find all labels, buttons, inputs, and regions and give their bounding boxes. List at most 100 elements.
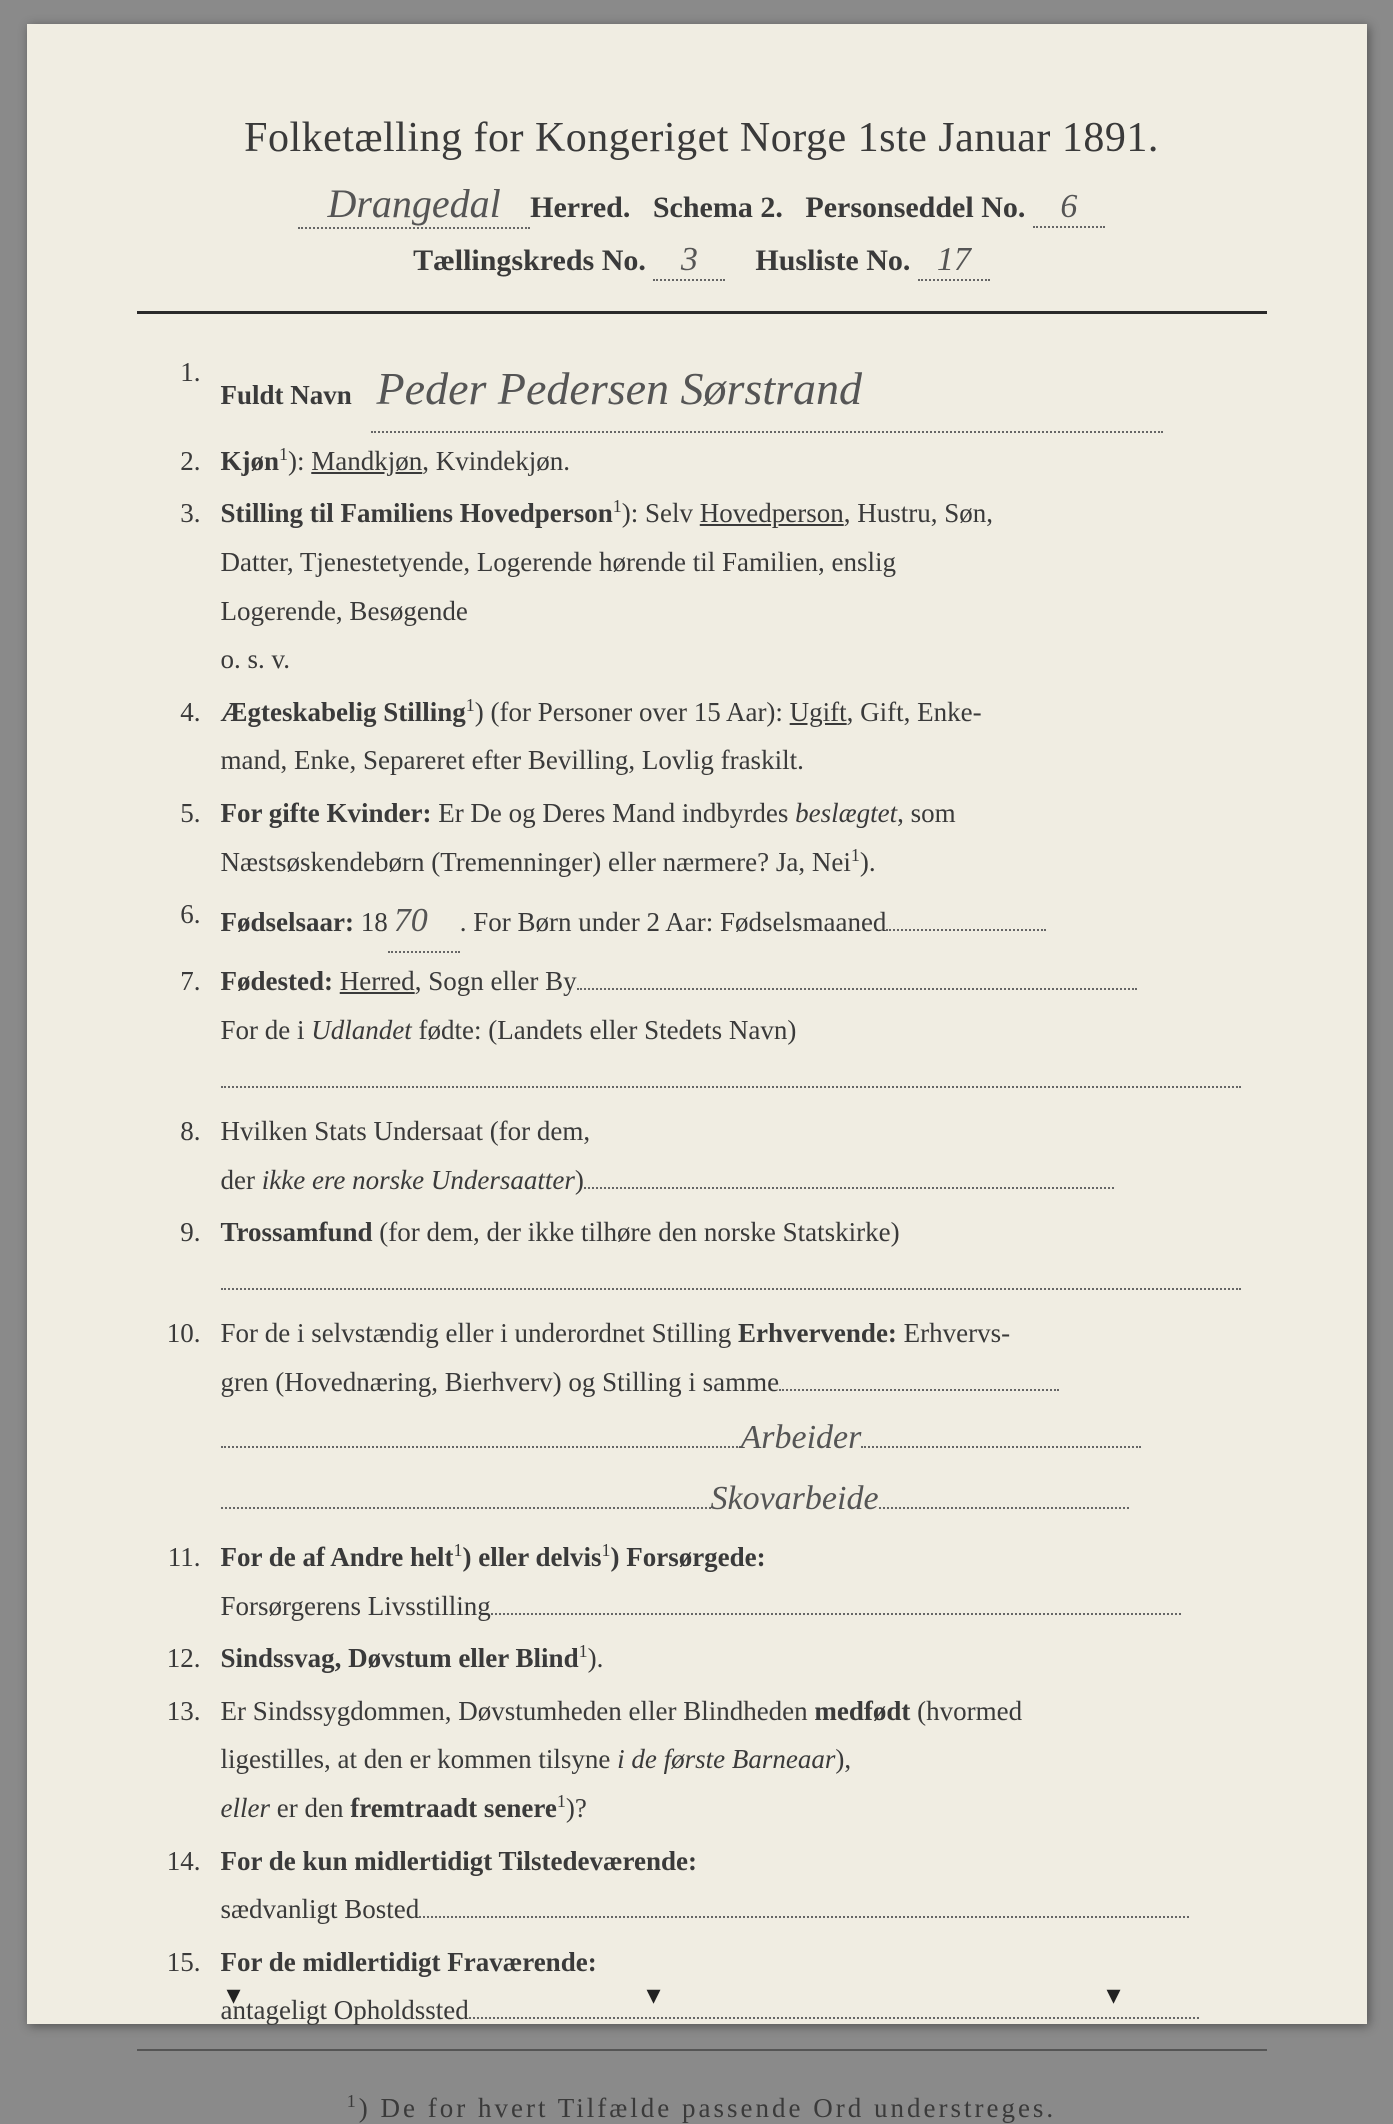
q11-l2: Forsørgerens Livsstilling	[221, 1591, 491, 1621]
q4-num: 4.	[137, 688, 221, 785]
q13-l1a: Er Sindssygdommen, Døvstumheden eller Bl…	[221, 1696, 815, 1726]
q2-label: Kjøn	[221, 446, 280, 476]
page-title: Folketælling for Kongeriget Norge 1ste J…	[137, 114, 1267, 162]
q3-l1a: ): Selv	[622, 498, 700, 528]
q10-fill1	[779, 1389, 1059, 1391]
q5-l2b: ).	[860, 847, 876, 877]
q2-opt2: , Kvindekjøn.	[422, 446, 570, 476]
q14-fill	[419, 1916, 1189, 1918]
q2-opt1: Mandkjøn	[311, 446, 422, 476]
q9-label: Trossamfund	[221, 1217, 373, 1247]
rule-bottom	[137, 2049, 1267, 2051]
herred-handwritten: Drangedal	[298, 180, 530, 229]
q10-l2: gren (Hovednæring, Bierhverv) og Stillin…	[221, 1367, 780, 1397]
q5-row: 5. For gifte Kvinder: Er De og Deres Man…	[137, 789, 1267, 886]
q5-label: For gifte Kvinder:	[221, 798, 432, 828]
tear-mark-3: ▾	[1107, 1978, 1121, 2012]
q8-num: 8.	[137, 1107, 221, 1204]
person-label: Personseddel No.	[805, 191, 1025, 224]
q9-text: (for dem, der ikke tilhøre den norske St…	[373, 1217, 900, 1247]
q8-l2it: ikke ere norske Undersaatter	[262, 1165, 575, 1195]
q3-label: Stilling til Familiens Hovedperson	[221, 498, 613, 528]
person-no: 6	[1033, 188, 1105, 228]
q10-num: 10.	[137, 1309, 221, 1529]
q12-label: Sindssvag, Døvstum eller Blind	[221, 1643, 579, 1673]
q12-row: 12. Sindssvag, Døvstum eller Blind1).	[137, 1634, 1267, 1683]
q6-year: 70	[388, 890, 460, 953]
q8-row: 8. Hvilken Stats Undersaat (for dem, der…	[137, 1107, 1267, 1204]
q5-l1a: Er De og Deres Mand indbyrdes	[431, 798, 795, 828]
q5-l1b: , som	[897, 798, 956, 828]
q2-colon: ):	[288, 446, 305, 476]
q11-l1a: For de af Andre helt	[221, 1542, 454, 1572]
q6-fill	[886, 929, 1046, 931]
q7-l2b: fødte: (Landets eller Stedets Navn)	[412, 1015, 797, 1045]
q14-l1: For de kun midlertidigt Tilstedeværende:	[221, 1846, 698, 1876]
q12-sup: 1	[579, 1641, 588, 1661]
q10-fill3a	[221, 1507, 711, 1509]
q10-l1b: Erhvervende:	[738, 1318, 897, 1348]
rule-top	[137, 311, 1267, 314]
q1-row: 1. Fuldt Navn Peder Pedersen Sørstrand	[137, 348, 1267, 433]
q7-l2a: For de i	[221, 1015, 312, 1045]
tear-mark-2: ▾	[647, 1978, 661, 2012]
q3-l1b: , Hustru, Søn,	[844, 498, 993, 528]
q10-fill3b	[879, 1507, 1129, 1509]
q10-row: 10. For de i selvstændig eller i underor…	[137, 1309, 1267, 1529]
herred-label: Herred.	[530, 191, 630, 224]
q14-num: 14.	[137, 1837, 221, 1934]
q9-num: 9.	[137, 1208, 221, 1305]
q3-l4: o. s. v.	[221, 644, 291, 674]
q6-prefix: 18	[354, 907, 388, 937]
footnote-text: ) De for hvert Tilfælde passende Ord und…	[359, 2093, 1056, 2123]
q13-l2a: ligestilles, at den er kommen tilsyne	[221, 1744, 618, 1774]
q15-row: 15. For de midlertidigt Fraværende: anta…	[137, 1938, 1267, 2035]
header-line-1: DrangedalHerred. Schema 2. Personseddel …	[137, 180, 1267, 229]
q15-l2: antageligt Opholdssted	[221, 1995, 469, 2025]
q4-l1a: ) (for Personer over 15 Aar):	[475, 697, 790, 727]
q4-sup: 1	[466, 695, 475, 715]
q11-fill	[491, 1613, 1181, 1615]
q13-l3c: fremtraadt senere	[350, 1793, 557, 1823]
q12-num: 12.	[137, 1634, 221, 1683]
q9-fill	[221, 1288, 1241, 1290]
q6-mid: . For Børn under 2 Aar: Fødselsmaaned	[460, 907, 887, 937]
q6-label: Fødselsaar:	[221, 907, 354, 937]
q5-num: 5.	[137, 789, 221, 886]
q10-fill2b	[861, 1446, 1141, 1448]
q11-l1b: ) eller delvis	[463, 1542, 602, 1572]
q14-l2: sædvanligt Bosted	[221, 1894, 420, 1924]
q4-label: Ægteskabelig Stilling	[221, 697, 466, 727]
q13-l3b: er den	[270, 1793, 350, 1823]
q8-l2b: )	[575, 1165, 584, 1195]
q10-hand2: Skovarbeide	[711, 1480, 879, 1517]
q8-l1: Hvilken Stats Undersaat (for dem,	[221, 1116, 591, 1146]
schema-label: Schema 2.	[653, 191, 783, 224]
q5-l2: Næstsøskendebørn (Tremenninger) eller næ…	[221, 847, 851, 877]
q13-l3d: )?	[566, 1793, 587, 1823]
husliste-no: 17	[918, 241, 990, 281]
kreds-label: Tællingskreds No.	[413, 244, 646, 277]
q13-sup: 1	[557, 1791, 566, 1811]
q11-l1d: Forsørgede:	[626, 1542, 765, 1572]
q1-value: Peder Pedersen Sørstrand	[371, 348, 1163, 433]
q10-fill2a	[221, 1446, 741, 1448]
q4-l1b: , Gift, Enke-	[847, 697, 982, 727]
q7-label: Fødested:	[221, 966, 333, 996]
header-line-2: Tællingskreds No. 3 Husliste No. 17	[137, 241, 1267, 281]
q13-l1b: medfødt	[814, 1696, 910, 1726]
q6-row: 6. Fødselsaar: 1870. For Børn under 2 Aa…	[137, 890, 1267, 953]
q13-l3a: eller	[221, 1793, 270, 1823]
q11-num: 11.	[137, 1533, 221, 1630]
q3-l3: Logerende, Besøgende	[221, 596, 468, 626]
q7-l2it: Udlandet	[311, 1015, 412, 1045]
q9-row: 9. Trossamfund (for dem, der ikke tilhør…	[137, 1208, 1267, 1305]
q10-hand1: Arbeider	[741, 1419, 862, 1456]
kreds-no: 3	[653, 241, 725, 281]
q13-l2b: ),	[835, 1744, 851, 1774]
q15-num: 15.	[137, 1938, 221, 2035]
q7-row: 7. Fødested: Herred, Sogn eller By For d…	[137, 957, 1267, 1103]
q1-num: 1.	[137, 348, 221, 433]
q8-fill	[584, 1187, 1114, 1189]
footnote: 1) De for hvert Tilfælde passende Ord un…	[137, 2091, 1267, 2124]
